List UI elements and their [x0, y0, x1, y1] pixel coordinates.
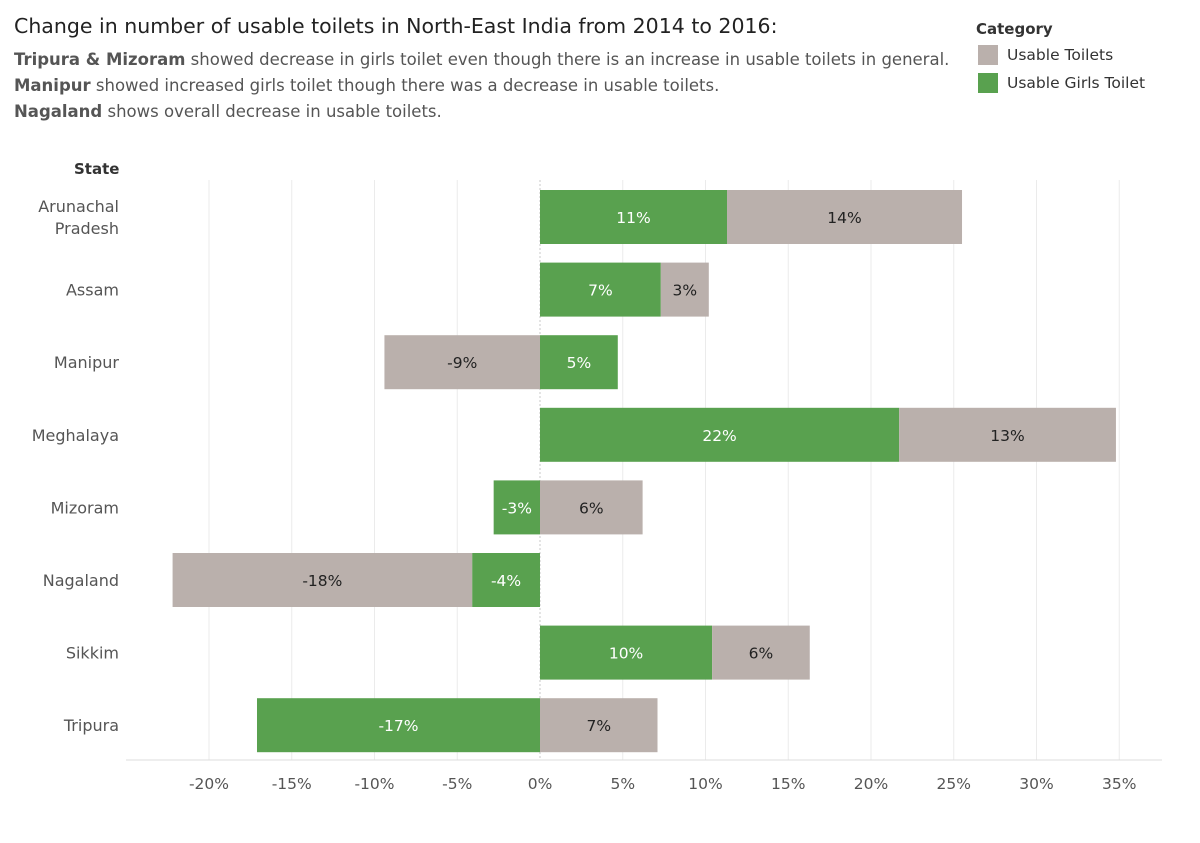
bar-assam-usable-toilets[interactable]	[660, 262, 709, 317]
x-tick-label: 30%	[1019, 775, 1053, 793]
data-label-sikkim-usable-girls-toilet: 10%	[609, 645, 643, 663]
x-tick-label: -10%	[354, 775, 394, 793]
row-label-nagaland: Nagaland	[43, 571, 119, 590]
x-tick-label: 15%	[771, 775, 805, 793]
bar-tripura-usable-toilets[interactable]	[540, 698, 658, 753]
bar-sikkim-usable-girls-toilet[interactable]	[540, 625, 713, 680]
x-tick-label: -20%	[189, 775, 229, 793]
legend-label-usable-girls-toilet: Usable Girls Toilet	[1007, 74, 1146, 92]
legend-label-usable-toilets: Usable Toilets	[1007, 46, 1114, 64]
row-label-mizoram: Mizoram	[51, 498, 119, 517]
legend-title: Category	[976, 20, 1053, 38]
x-tick-label: 10%	[688, 775, 722, 793]
data-label-meghalaya-usable-toilets: 13%	[990, 427, 1024, 445]
row-label-arunachal-pradesh: Pradesh	[55, 219, 119, 238]
bar-nagaland-usable-toilets[interactable]	[172, 553, 473, 607]
legend-swatch-usable-toilets	[978, 45, 998, 65]
x-tick-label: -15%	[272, 775, 312, 793]
chart-title: Change in number of usable toilets in No…	[14, 14, 778, 38]
data-label-assam-usable-toilets: 3%	[673, 282, 698, 300]
legend-item-usable-girls-toilet[interactable]: Usable Girls Toilet	[978, 73, 1145, 93]
data-label-mizoram-usable-toilets: 6%	[579, 499, 604, 517]
data-label-manipur-usable-toilets: -9%	[447, 354, 477, 372]
data-label-meghalaya-usable-girls-toilet: 22%	[702, 427, 736, 445]
data-label-manipur-usable-girls-toilet: 5%	[567, 354, 592, 372]
bar-meghalaya-usable-toilets[interactable]	[899, 407, 1116, 462]
x-tick-label: 5%	[610, 775, 635, 793]
row-header-state: State	[74, 160, 120, 178]
legend-swatch-usable-girls-toilet	[978, 73, 998, 93]
subtitle-line-3: Nagaland shows overall decrease in usabl…	[14, 102, 442, 121]
data-label-arunachal-pradesh-usable-toilets: 14%	[827, 209, 861, 227]
row-label-arunachal-pradesh: Arunachal	[38, 197, 119, 216]
data-label-nagaland-usable-toilets: -18%	[302, 572, 342, 590]
row-label-tripura: Tripura	[63, 716, 119, 735]
subtitle-line-2: Manipur showed increased girls toilet th…	[14, 76, 719, 95]
data-label-tripura-usable-toilets: 7%	[586, 717, 611, 735]
row-label-sikkim: Sikkim	[66, 644, 119, 663]
subtitle-line-3-text: shows overall decrease in usable toilets…	[102, 102, 442, 121]
x-tick-label: 20%	[854, 775, 888, 793]
legend-item-usable-toilets[interactable]: Usable Toilets	[978, 45, 1113, 65]
bar-arunachal-pradesh-usable-girls-toilet[interactable]	[540, 190, 728, 244]
bar-arunachal-pradesh-usable-toilets[interactable]	[727, 190, 963, 244]
data-label-arunachal-pradesh-usable-girls-toilet: 11%	[616, 209, 650, 227]
bar-manipur-usable-toilets[interactable]	[384, 335, 540, 390]
x-tick-label: 35%	[1102, 775, 1136, 793]
data-label-nagaland-usable-girls-toilet: -4%	[491, 572, 521, 590]
data-label-sikkim-usable-toilets: 6%	[749, 645, 774, 663]
subtitle-line-1-bold: Tripura & Mizoram	[14, 50, 186, 69]
subtitle-line-1: Tripura & Mizoram showed decrease in gir…	[14, 50, 949, 69]
data-label-assam-usable-girls-toilet: 7%	[588, 282, 613, 300]
bar-manipur-usable-girls-toilet[interactable]	[540, 335, 618, 390]
bar-assam-usable-girls-toilet[interactable]	[540, 262, 661, 317]
bar-mizoram-usable-girls-toilet[interactable]	[493, 480, 540, 535]
bar-meghalaya-usable-girls-toilet[interactable]	[540, 407, 900, 462]
bar-sikkim-usable-toilets[interactable]	[712, 625, 810, 680]
row-label-manipur: Manipur	[54, 353, 119, 372]
bar-nagaland-usable-girls-toilet[interactable]	[472, 553, 540, 607]
row-label-assam: Assam	[66, 281, 119, 300]
bar-mizoram-usable-toilets[interactable]	[540, 480, 643, 535]
data-label-tripura-usable-girls-toilet: -17%	[378, 717, 418, 735]
x-tick-label: -5%	[442, 775, 472, 793]
x-tick-label: 25%	[937, 775, 971, 793]
bar-tripura-usable-girls-toilet[interactable]	[256, 698, 540, 753]
row-label-meghalaya: Meghalaya	[32, 426, 119, 445]
subtitle-line-2-text: showed increased girls toilet though the…	[90, 76, 720, 95]
x-tick-label: 0%	[528, 775, 553, 793]
subtitle-line-3-bold: Nagaland	[14, 102, 103, 121]
subtitle-line-1-text: showed decrease in girls toilet even tho…	[185, 50, 950, 69]
data-label-mizoram-usable-girls-toilet: -3%	[502, 499, 532, 517]
subtitle-line-2-bold: Manipur	[14, 76, 91, 95]
